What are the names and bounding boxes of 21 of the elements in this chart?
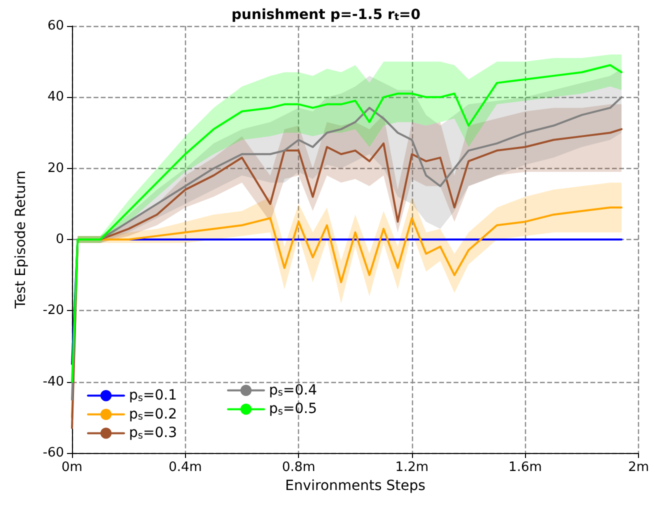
x-tick-label: 1.2m — [395, 460, 429, 475]
x-tick-label: 1.6m — [508, 460, 542, 475]
legend-label: ps=0.1 — [129, 388, 177, 404]
x-tick-label: 0.8m — [282, 460, 316, 475]
chart-title: punishment p=-1.5 rt=0 — [232, 6, 421, 24]
legend-label: ps=0.4 — [269, 382, 318, 399]
legend-label: ps=0.3 — [129, 425, 177, 442]
legend-label: ps=0.2 — [129, 406, 177, 423]
y-tick-label: -20 — [42, 303, 64, 318]
x-axis-title: Environments Steps — [285, 478, 426, 494]
legend-label: ps=0.5 — [269, 401, 317, 418]
y-tick-label: 20 — [47, 160, 64, 176]
y-tick-label: 60 — [47, 18, 64, 34]
x-tick-label: 0.4m — [168, 460, 202, 475]
y-tick-label: 40 — [47, 90, 64, 105]
y-tick-label: -40 — [42, 374, 64, 390]
y-axis-title: Test Episode Return — [13, 170, 29, 310]
y-tick-label: 0 — [56, 232, 64, 247]
x-tick-label: 2m — [628, 460, 649, 475]
x-tick-label: 0m — [62, 460, 82, 475]
y-tick-label: -60 — [42, 446, 64, 460]
